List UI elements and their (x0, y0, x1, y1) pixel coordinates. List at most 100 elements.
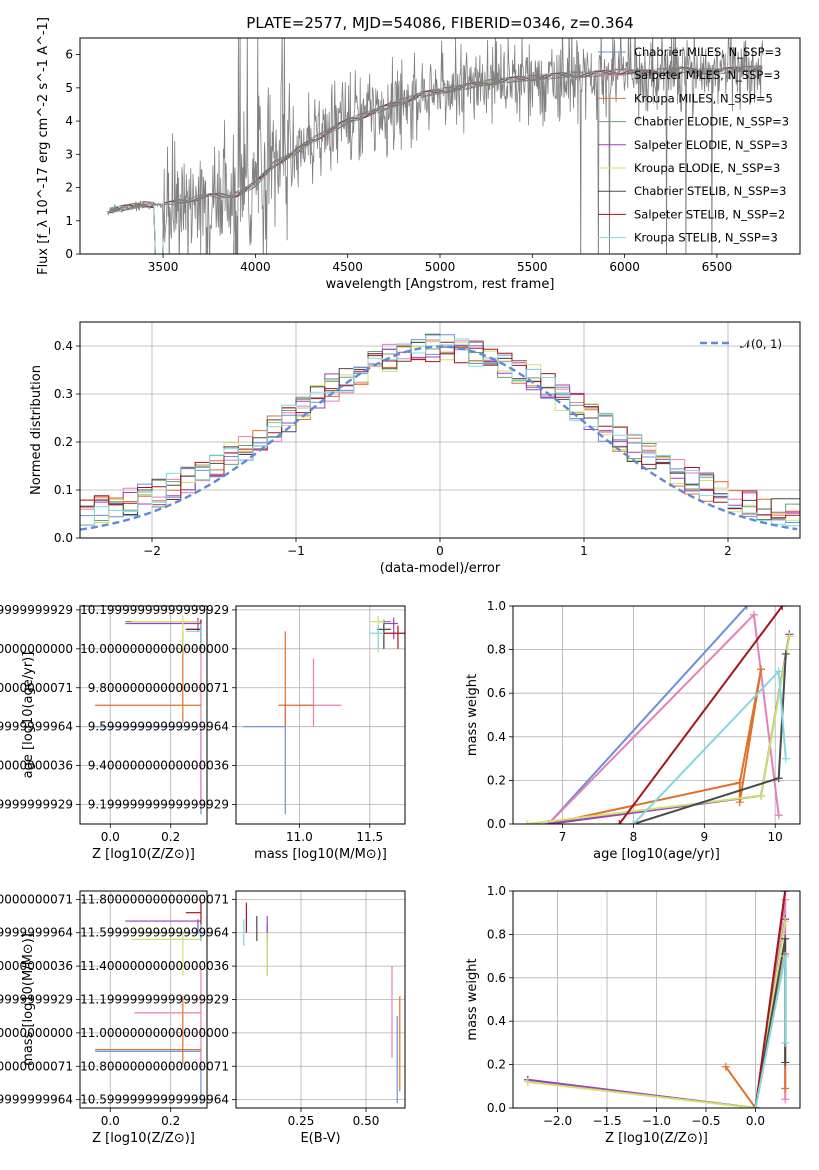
weight-marker-kroupa_stelib (629, 820, 638, 824)
legend-label-normal: 𝒩(0, 1) (740, 337, 782, 351)
spectrum-title: PLATE=2577, MJD=54086, FIBERID=0346, z=0… (246, 14, 633, 32)
y-tick-label: 11.00000000000000000 (80, 1026, 229, 1040)
weight-marker-kroupa_miles (757, 665, 766, 674)
y-tick-label: 0.6 (487, 686, 506, 700)
weight-marker-salpeter_stelib (615, 820, 624, 824)
axes-frame (512, 605, 801, 825)
y-tick-label: 0.8 (487, 643, 506, 657)
y-tick-label: 11.00000000000000000 (0, 1026, 73, 1040)
x-tick-label: 0.2 (161, 1114, 180, 1128)
x-tick-label: 0.25 (288, 1114, 315, 1128)
legend-label-salpeter_miles: Salpeter MILES, N_SSP=3 (634, 68, 780, 82)
x-tick-label: 5000 (425, 260, 456, 274)
y-axis-label: mass weight (465, 958, 480, 1040)
y-tick-label: 9.40000000000000036 (0, 759, 73, 773)
x-axis-label: age [log10(age/yr)] (593, 847, 720, 862)
axes-frame (79, 890, 208, 1109)
y-tick-label: 1.0 (487, 599, 506, 613)
x-tick-label: 3500 (148, 260, 179, 274)
x-tick-label: 10 (768, 830, 783, 844)
x-tick-label: −0.5 (691, 1114, 720, 1128)
y-tick-label: 6 (65, 48, 73, 62)
weight-marker-kroupa_miles (781, 1084, 790, 1093)
weight-marker-chabrier_miles (742, 606, 751, 610)
weight-marker-kroupa_elodie (785, 632, 794, 641)
y-tick-label: 10.80000000000000071 (80, 1059, 229, 1073)
x-axis-label: wavelength [Angstrom, rest frame] (326, 277, 555, 292)
x-tick-label: 6000 (609, 260, 640, 274)
weight-marker-kroupa_stelib (781, 952, 790, 961)
panel-spectrum: 3500 4000 4500 5000 5500 6000 6500 0 1 2 3 4 5 6 wavel… (36, 17, 801, 292)
x-axis-label: Z [log10(Z/Z⊙)] (605, 1131, 708, 1146)
legend-label-chabrier_miles: Chabrier MILES, N_SSP=3 (634, 45, 781, 59)
y-tick-label: 10.80000000000000071 (0, 1059, 73, 1073)
x-axis-label: E(B-V) (300, 1131, 340, 1146)
y-tick-label: 0.2 (487, 773, 506, 787)
x-tick-label: 2 (724, 544, 732, 558)
panel-mass_vs_Z: 0.0 0.2 10.59999999999999964 10.80000000000… (0, 890, 208, 1146)
x-tick-label: 11.0 (286, 830, 313, 844)
y-tick-label: 9.40000000000000036 (88, 759, 229, 773)
x-tick-label: 9 (701, 830, 709, 844)
plot-area (243, 902, 401, 1103)
y-tick-label: 11.59999999999999964 (0, 926, 73, 940)
y-tick-label: 10.00000000000000000 (0, 642, 73, 656)
x-tick-label: 0.0 (746, 1114, 765, 1128)
x-tick-label: 0 (436, 544, 444, 558)
axes-frame (235, 605, 406, 825)
plot-area (523, 891, 790, 1108)
x-tick-label: −2.0 (543, 1114, 572, 1128)
plot-area (80, 333, 800, 531)
y-tick-label: 0.0 (487, 1101, 506, 1115)
axes-frame (235, 890, 406, 1109)
weight-marker-kroupa_elodie (781, 917, 790, 926)
weight-line-salpeter_stelib (618, 606, 784, 824)
legend-label-kroupa_stelib: Kroupa STELIB, N_SSP=3 (634, 231, 778, 245)
x-tick-label: 8 (630, 830, 638, 844)
x-tick-label: 7 (559, 830, 567, 844)
weight-marker-kroupa_miles (721, 1062, 730, 1071)
x-axis-label: Z [log10(Z/Z⊙)] (92, 847, 195, 862)
y-axis-label: mass weight (465, 674, 480, 756)
x-axis-label: Z [log10(Z/Z⊙)] (92, 1131, 195, 1146)
panel-age_vs_Z: 0.0 0.2 9.19999999999999929 9.4000000000000… (0, 603, 208, 862)
y-tick-label: 0.3 (54, 387, 73, 401)
weight-marker-chabrier_stelib (774, 774, 783, 783)
panel-weight_vs_Z: −2.0 −1.5 −1.0 −0.5 0.0 0.0 0.2 0.4 0.6 0.8 1.0 Z [… (465, 884, 801, 1146)
x-tick-label: −2 (143, 544, 161, 558)
weight-marker-kroupa_stelib (781, 1038, 790, 1047)
x-tick-label: −1.0 (642, 1114, 671, 1128)
y-tick-label: 9.19999999999999929 (0, 798, 73, 812)
y-tick-label: 11.40000000000000036 (0, 959, 73, 973)
weight-marker-chabrier_stelib (781, 934, 790, 943)
y-axis-label: Flux [f_λ 10^-17 erg cm^-2 s^-1 A^-1] (36, 17, 51, 275)
weight-marker-salpeter_stelib (778, 606, 787, 610)
weight-marker-kroupa_elodie (757, 791, 766, 800)
weight-marker-kroupa_elodie (523, 820, 532, 824)
weight-marker-kroupa_stelib (751, 1104, 760, 1108)
weight-line-kroupa_elodie (527, 921, 787, 1108)
y-tick-label: 0.4 (54, 339, 73, 353)
x-tick-label: 0.0 (101, 1114, 120, 1128)
y-tick-label: 11.80000000000000071 (0, 892, 73, 906)
y-axis-label: Normed distribution (29, 365, 44, 495)
panel-residuals: −2 −1 0 1 2 0.0 0.1 0.2 0.3 0.4 (data-model)/error… (29, 321, 801, 576)
plot-area (523, 606, 794, 824)
y-tick-label: 0 (65, 247, 73, 261)
y-tick-label: 5 (65, 81, 73, 95)
y-tick-label: 10.00000000000000000 (80, 642, 229, 656)
legend-label-salpeter_elodie: Salpeter ELODIE, N_SSP=3 (634, 138, 788, 152)
y-tick-label: 1 (65, 214, 73, 228)
x-tick-label: 0.2 (161, 830, 180, 844)
y-tick-label: 9.80000000000000071 (88, 681, 229, 695)
plot-area (95, 902, 202, 1103)
normal-curve (80, 345, 798, 531)
y-tick-label: 4 (65, 114, 73, 128)
histogram-kroupa_stelib (80, 335, 800, 527)
panel-age_vs_mass: 11.0 11.5 9.19999999999999929 9.40000000000… (80, 603, 406, 862)
weight-line-chabrier_miles (547, 606, 748, 824)
x-tick-label: −1.5 (592, 1114, 621, 1128)
plot-area (243, 615, 405, 815)
